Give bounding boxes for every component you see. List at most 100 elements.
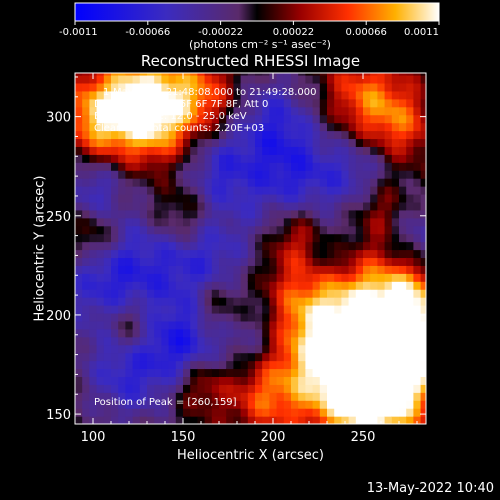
heatmap-cell xyxy=(269,114,278,124)
heatmap-cell xyxy=(247,344,256,354)
heatmap-cell xyxy=(334,193,342,203)
heatmap-cell xyxy=(269,225,278,235)
heatmap-cell xyxy=(363,122,371,132)
heatmap-cell xyxy=(276,305,285,314)
heatmap-cell xyxy=(355,305,364,314)
heatmap-cell xyxy=(391,73,400,76)
heatmap-cell xyxy=(125,74,134,84)
heatmap-cell xyxy=(183,225,191,235)
heatmap-cell xyxy=(384,408,393,417)
heatmap-cell xyxy=(226,265,234,274)
annotation-time: 1-May-2013 21:48:08.000 to 21:49:28.000 xyxy=(103,87,317,98)
heatmap-cell xyxy=(327,352,335,362)
heatmap-cell xyxy=(247,90,256,100)
heatmap-cell xyxy=(348,416,357,424)
heatmap-cell xyxy=(125,360,134,370)
heatmap-cell xyxy=(370,289,378,298)
heatmap-cell xyxy=(391,146,400,155)
heatmap-cell xyxy=(219,273,227,282)
heatmap-cell xyxy=(125,297,134,306)
heatmap-cell xyxy=(391,162,400,171)
heatmap-cell xyxy=(291,249,299,259)
heatmap-cell xyxy=(75,130,83,140)
heatmap-cell xyxy=(283,130,292,140)
heatmap-cell xyxy=(233,328,242,338)
heatmap-cell xyxy=(319,297,328,306)
heatmap-cell xyxy=(190,257,198,266)
heatmap-cell xyxy=(161,193,170,203)
heatmap-cell xyxy=(298,146,306,155)
heatmap-cell xyxy=(269,146,278,155)
heatmap-cell xyxy=(240,392,249,401)
heatmap-cell xyxy=(226,392,234,401)
heatmap-cell xyxy=(190,352,198,362)
heatmap-cell xyxy=(276,289,285,298)
heatmap-cell xyxy=(413,257,422,266)
heatmap-cell xyxy=(175,297,184,306)
heatmap-cell xyxy=(348,352,357,362)
heatmap-cell xyxy=(334,400,342,409)
heatmap-cell xyxy=(240,336,249,346)
heatmap-cell xyxy=(413,400,422,409)
heatmap-cell xyxy=(219,312,227,322)
heatmap-cell xyxy=(255,74,263,84)
heatmap-cell xyxy=(147,74,155,84)
heatmap-cell xyxy=(211,352,220,362)
heatmap-cell xyxy=(319,138,328,147)
heatmap-cell xyxy=(399,193,407,203)
heatmap-cell xyxy=(147,360,155,370)
heatmap-cell xyxy=(190,178,198,187)
heatmap-cell xyxy=(255,122,263,132)
heatmap-cell xyxy=(190,74,198,84)
heatmap-cell xyxy=(219,376,227,385)
heatmap-cell xyxy=(334,146,342,155)
heatmap-cell xyxy=(111,130,119,140)
heatmap-cell xyxy=(291,106,299,116)
heatmap-cell xyxy=(399,90,407,100)
heatmap-cell xyxy=(420,297,426,306)
heatmap-cell xyxy=(233,312,242,322)
heatmap-cell xyxy=(211,82,220,92)
heatmap-cell xyxy=(89,74,98,84)
heatmap-cell xyxy=(118,138,126,147)
heatmap-cell xyxy=(391,90,400,100)
heatmap-cell xyxy=(341,193,350,203)
heatmap-cell xyxy=(341,178,350,187)
heatmap-cell xyxy=(255,257,263,266)
heatmap-cell xyxy=(391,170,400,179)
heatmap-cell xyxy=(197,82,206,92)
heatmap-cell xyxy=(399,74,407,84)
heatmap-cell xyxy=(82,114,90,124)
heatmap-cell xyxy=(139,384,148,393)
heatmap-cell xyxy=(75,146,83,155)
heatmap-cell xyxy=(355,114,364,124)
heatmap-cell xyxy=(363,312,371,322)
heatmap-cell xyxy=(219,98,227,108)
heatmap-cell xyxy=(406,178,414,187)
heatmap-cell xyxy=(384,146,393,155)
heatmap-cell xyxy=(391,186,400,195)
heatmap-cell xyxy=(197,138,206,147)
heatmap-cell xyxy=(413,328,422,338)
heatmap-cell xyxy=(355,233,364,243)
heatmap-cell xyxy=(377,225,386,235)
x-tick-label: 200 xyxy=(261,430,286,445)
heatmap-cell xyxy=(132,122,141,132)
heatmap-cell xyxy=(276,392,285,401)
heatmap-cell xyxy=(147,162,155,171)
heatmap-cell xyxy=(197,376,206,385)
heatmap-cell xyxy=(399,384,407,393)
heatmap-cell xyxy=(233,416,242,424)
heatmap-cell xyxy=(161,384,170,393)
heatmap-cell xyxy=(276,257,285,266)
heatmap-cell xyxy=(125,289,134,298)
heatmap-cell xyxy=(190,217,198,227)
heatmap-cell xyxy=(161,416,170,424)
heatmap-cell xyxy=(118,73,126,76)
heatmap-cell xyxy=(211,98,220,108)
heatmap-cell xyxy=(305,408,314,417)
heatmap-cell xyxy=(363,82,371,92)
heatmap-cell xyxy=(111,225,119,235)
heatmap-cell xyxy=(413,73,422,76)
heatmap-cell xyxy=(327,170,335,179)
